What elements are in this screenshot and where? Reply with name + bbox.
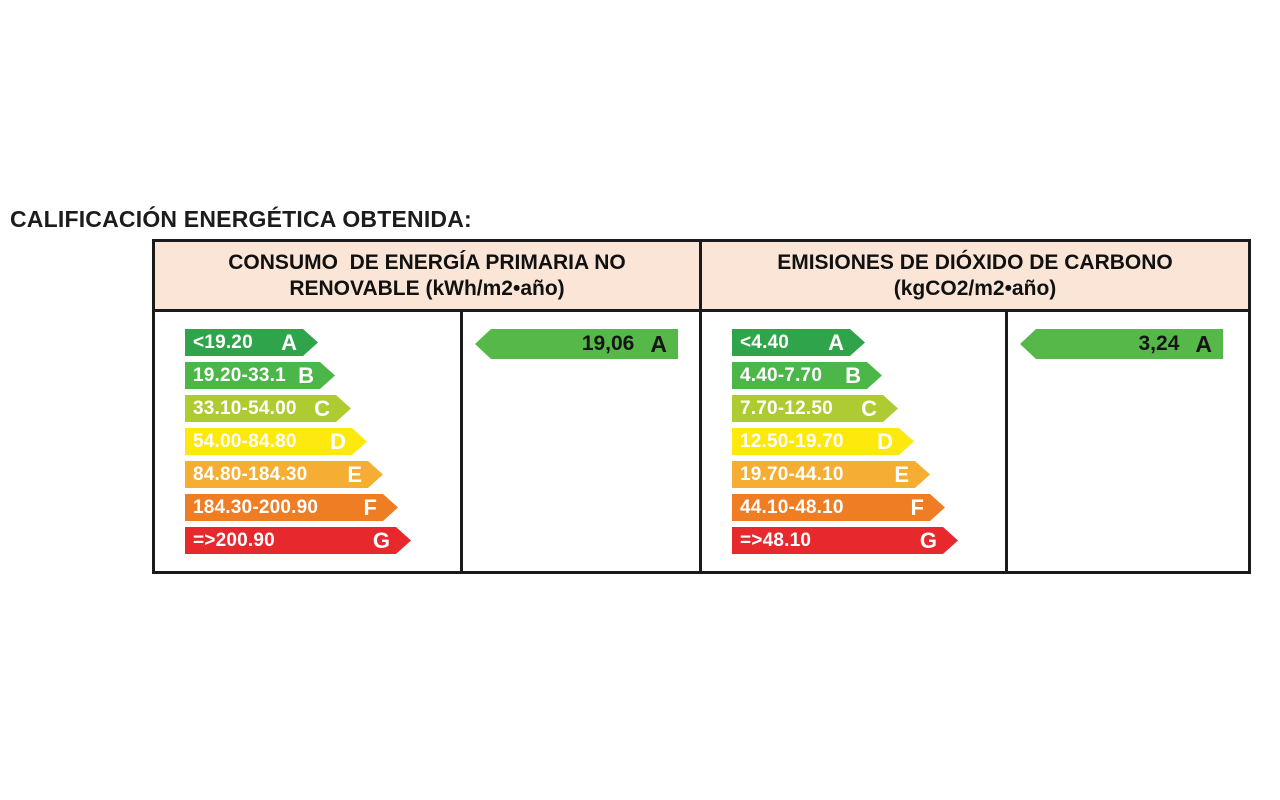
consumo-scale-arrow-C: 33.10-54.00 C (185, 395, 351, 422)
emisiones-range-label-B: 4.40-7.70 (740, 364, 823, 386)
consumo-class-letter-D: D (330, 428, 346, 454)
table-header-row: CONSUMO DE ENERGÍA PRIMARIA NO RENOVABLE… (155, 242, 1248, 312)
emisiones-class-letter-F: F (910, 494, 924, 520)
page-title: CALIFICACIÓN ENERGÉTICA OBTENIDA: (10, 206, 472, 232)
emisiones-result-arrow: 3,24 A (1020, 329, 1223, 359)
consumo-scale-arrow-A: <19.20 A (185, 329, 318, 356)
header-emisiones-line2: (kgCO2/m2•año) (893, 276, 1057, 300)
emisiones-scale-arrow-G: =>48.10 G (732, 527, 958, 554)
consumo-class-letter-G: G (372, 527, 390, 553)
consumo-class-letter-C: C (314, 395, 330, 421)
consumo-result-cell: 19,06 A (463, 312, 702, 571)
emisiones-class-letter-D: D (877, 428, 893, 454)
consumo-class-letter-F: F (363, 494, 377, 520)
consumo-range-label-D: 54.00-84.80 (193, 430, 297, 452)
consumo-scale-arrow-B: 19.20-33.1 B (185, 362, 335, 389)
consumo-scale-arrow-G: =>200.90 G (185, 527, 411, 554)
table-body-row: <19.20 A 19.20-33.1 B 33.10-54.00 C 54.00-84.8… (155, 312, 1248, 571)
consumo-range-label-E: 84.80-184.30 (193, 463, 308, 485)
emisiones-scale-arrow-A: <4.40 A (732, 329, 865, 356)
consumo-range-label-G: =>200.90 (193, 529, 275, 551)
header-consumo-line2: RENOVABLE (kWh/m2•año) (289, 276, 565, 300)
emisiones-scale-arrow-D: 12.50-19.70 D (732, 428, 914, 455)
emisiones-range-label-E: 19.70-44.10 (740, 463, 844, 485)
consumo-range-label-B: 19.20-33.1 (193, 364, 286, 386)
emisiones-class-letter-C: C (861, 395, 877, 421)
header-consumo: CONSUMO DE ENERGÍA PRIMARIA NO RENOVABLE… (155, 242, 702, 309)
consumo-scale-cell: <19.20 A 19.20-33.1 B 33.10-54.00 C 54.00-84.8… (155, 312, 463, 571)
consumo-scale-arrow-D: 54.00-84.80 D (185, 428, 367, 455)
emisiones-scale-cell: <4.40 A 4.40-7.70 B 7.70-12.50 C 12.50-19.70 D 1… (702, 312, 1008, 571)
consumo-scale-arrow-E: 84.80-184.30 E (185, 461, 383, 488)
emisiones-range-label-G: =>48.10 (740, 529, 812, 551)
emisiones-range-label-A: <4.40 (740, 331, 790, 353)
emisiones-scale-arrow-B: 4.40-7.70 B (732, 362, 882, 389)
consumo-result-arrow: 19,06 A (475, 329, 678, 359)
energy-rating-table: CONSUMO DE ENERGÍA PRIMARIA NO RENOVABLE… (152, 239, 1251, 574)
header-emisiones: EMISIONES DE DIÓXIDO DE CARBONO (kgCO2/m… (702, 242, 1248, 309)
emisiones-class-letter-G: G (919, 527, 937, 553)
consumo-range-label-C: 33.10-54.00 (193, 397, 297, 419)
emisiones-class-letter-E: E (894, 461, 909, 487)
consumo-range-label-F: 184.30-200.90 (193, 496, 319, 518)
emisiones-result-class-letter: A (1195, 330, 1212, 357)
emisiones-scale-arrow-C: 7.70-12.50 C (732, 395, 898, 422)
emisiones-scale-arrow-E: 19.70-44.10 E (732, 461, 930, 488)
emisiones-class-letter-B: B (845, 362, 861, 388)
emisiones-result-value: 3,24 (1138, 332, 1180, 355)
consumo-result-value: 19,06 (581, 332, 635, 355)
emisiones-result-cell: 3,24 A (1008, 312, 1248, 571)
consumo-class-letter-A: A (281, 329, 297, 355)
consumo-range-label-A: <19.20 (193, 331, 253, 353)
emisiones-scale-arrow-F: 44.10-48.10 F (732, 494, 945, 521)
emisiones-range-label-C: 7.70-12.50 (740, 397, 833, 419)
emisiones-range-label-F: 44.10-48.10 (740, 496, 844, 518)
emisiones-class-letter-A: A (828, 329, 844, 355)
consumo-result-class-letter: A (650, 330, 667, 357)
consumo-class-letter-B: B (298, 362, 314, 388)
header-emisiones-line1: EMISIONES DE DIÓXIDO DE CARBONO (777, 250, 1173, 274)
consumo-class-letter-E: E (347, 461, 362, 487)
header-consumo-line1: CONSUMO DE ENERGÍA PRIMARIA NO (228, 250, 626, 274)
emisiones-range-label-D: 12.50-19.70 (740, 430, 844, 452)
consumo-scale-arrow-F: 184.30-200.90 F (185, 494, 398, 521)
